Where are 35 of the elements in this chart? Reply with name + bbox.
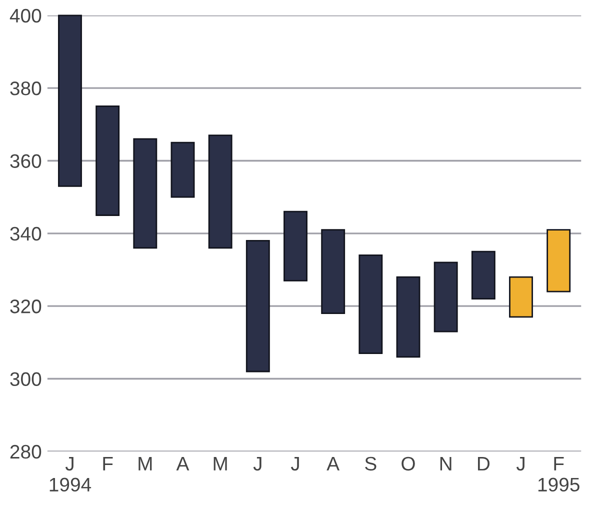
y-tick-label: 340 bbox=[10, 226, 42, 241]
x-tick-label: J bbox=[253, 457, 262, 471]
x-tick-label: D bbox=[478, 457, 490, 470]
y-tick-label: 320 bbox=[10, 300, 42, 314]
y-tick-label: 280 bbox=[10, 444, 42, 459]
y-tick-label: 400 bbox=[10, 8, 42, 23]
x-tick-label: A bbox=[326, 457, 340, 470]
bar bbox=[58, 14, 82, 187]
bar bbox=[471, 250, 496, 300]
y-tick-label: 380 bbox=[10, 82, 42, 96]
bar bbox=[509, 276, 533, 318]
bar bbox=[396, 276, 420, 358]
x-tick-label: M bbox=[214, 457, 227, 470]
x-tick-label: S bbox=[365, 456, 376, 471]
x-tick-label: O bbox=[402, 456, 415, 471]
y-tick-label: 300 bbox=[10, 372, 42, 386]
bar bbox=[358, 254, 383, 354]
x-tick-label: F 1995 bbox=[538, 457, 580, 492]
bar bbox=[284, 210, 308, 282]
x-tick-label: A bbox=[176, 457, 190, 470]
y-tick-label: 360 bbox=[10, 154, 42, 168]
bar bbox=[246, 240, 270, 372]
x-tick-label: M bbox=[138, 457, 152, 470]
bar bbox=[546, 229, 571, 292]
bar bbox=[170, 142, 195, 198]
bar bbox=[96, 106, 120, 216]
bar bbox=[208, 134, 232, 249]
bar bbox=[321, 229, 346, 314]
x-tick-label: N bbox=[440, 457, 452, 470]
bar bbox=[434, 262, 458, 332]
x-tick-label: J bbox=[516, 457, 524, 471]
bar bbox=[133, 138, 158, 249]
x-tick-label: J bbox=[290, 457, 299, 471]
x-tick-label: F bbox=[103, 457, 113, 470]
x-tick-label: J 1994 bbox=[50, 457, 92, 492]
